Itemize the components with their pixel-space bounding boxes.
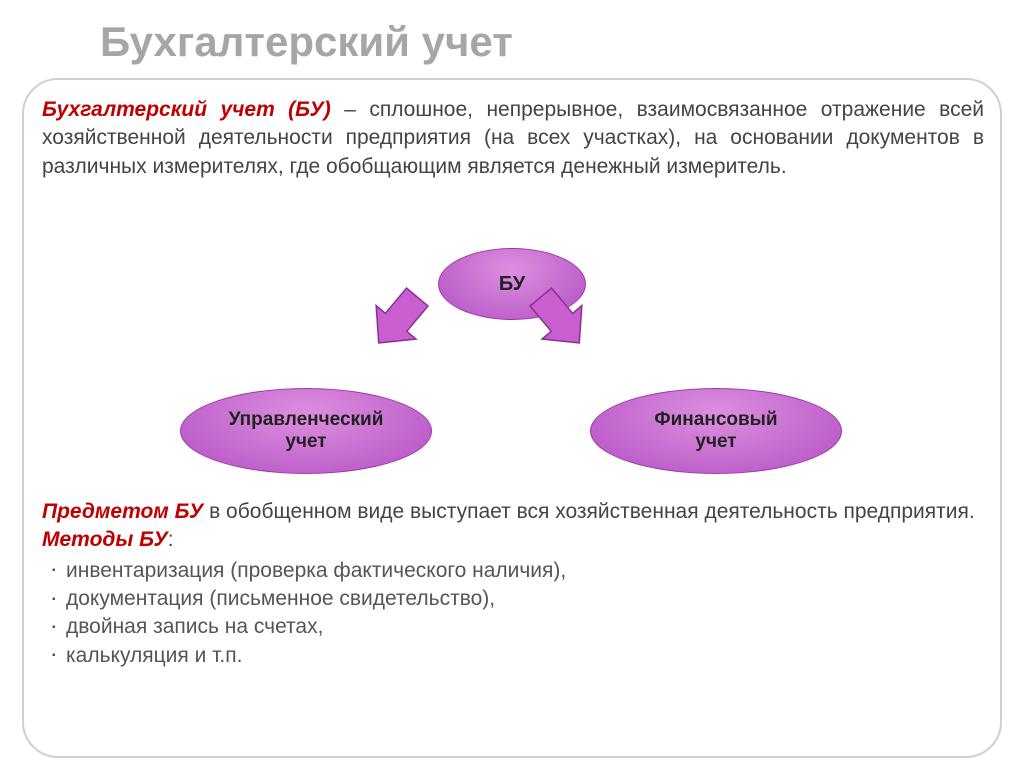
list-item: документация (письменное свидетельство), xyxy=(52,585,984,613)
list-item: калькуляция и т.п. xyxy=(52,642,984,670)
methods-label: Методы БУ xyxy=(42,528,168,551)
slide: Бухгалтерский учет Бухгалтерский учет (Б… xyxy=(0,0,1024,768)
list-item: инвентаризация (проверка фактического на… xyxy=(52,557,984,585)
subject-rest: в обобщенном виде выступает вся хозяйств… xyxy=(203,500,974,523)
definition-lead: Бухгалтерский учет (БУ) xyxy=(42,98,331,121)
subject-and-methods: Предметом БУ в обобщенном виде выступает… xyxy=(42,498,984,670)
definition-paragraph: Бухгалтерский учет (БУ) – сплошное, непр… xyxy=(42,96,984,181)
methods-colon: : xyxy=(168,528,174,551)
list-item: двойная запись на счетах, xyxy=(52,613,984,641)
slide-title: Бухгалтерский учет xyxy=(100,18,513,66)
methods-list: инвентаризация (проверка фактического на… xyxy=(42,557,984,670)
subject-lead: Предметом БУ xyxy=(42,500,203,523)
